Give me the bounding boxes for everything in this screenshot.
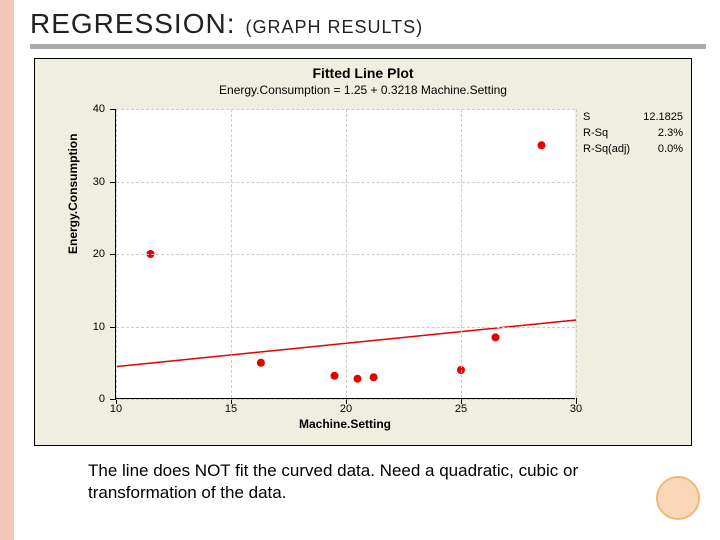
y-tick-label: 30 bbox=[93, 176, 105, 188]
stat-row: R-Sq(adj) 0.0% bbox=[583, 141, 683, 157]
left-accent-bar bbox=[0, 0, 14, 540]
stat-row: R-Sq 2.3% bbox=[583, 125, 683, 141]
grid-vertical bbox=[576, 109, 577, 398]
stat-label: S bbox=[583, 109, 590, 125]
y-tick-label: 40 bbox=[93, 103, 105, 115]
grid-horizontal bbox=[116, 182, 575, 183]
grid-horizontal bbox=[116, 254, 575, 255]
data-point bbox=[354, 375, 362, 383]
title-underline bbox=[30, 44, 706, 49]
data-point bbox=[257, 359, 265, 367]
y-tick bbox=[110, 182, 116, 183]
x-tick-label: 15 bbox=[225, 403, 237, 415]
stat-label: R-Sq bbox=[583, 125, 608, 141]
chart-title: Fitted Line Plot bbox=[35, 65, 691, 81]
stat-row: S 12.1825 bbox=[583, 109, 683, 125]
x-axis-label: Machine.Setting bbox=[115, 417, 575, 431]
grid-horizontal bbox=[116, 399, 575, 400]
y-tick-label: 10 bbox=[93, 321, 105, 333]
decorative-badge bbox=[656, 476, 700, 520]
stat-value: 12.1825 bbox=[643, 109, 683, 125]
x-tick-label: 30 bbox=[570, 403, 582, 415]
data-point bbox=[492, 333, 500, 341]
y-tick bbox=[110, 109, 116, 110]
x-tick-label: 25 bbox=[455, 403, 467, 415]
x-tick-label: 10 bbox=[110, 403, 122, 415]
data-point bbox=[538, 141, 546, 149]
stat-label: R-Sq(adj) bbox=[583, 141, 630, 157]
y-tick-label: 20 bbox=[93, 248, 105, 260]
data-point bbox=[370, 373, 378, 381]
grid-horizontal bbox=[116, 327, 575, 328]
stat-value: 0.0% bbox=[658, 141, 683, 157]
grid-horizontal bbox=[116, 109, 575, 110]
title-sub: (GRAPH RESULTS) bbox=[245, 17, 423, 38]
stats-box: S 12.1825 R-Sq 2.3% R-Sq(adj) 0.0% bbox=[583, 109, 683, 157]
chart-container: Fitted Line Plot Energy.Consumption = 1.… bbox=[34, 58, 692, 446]
plot-area: 1015202530010203040 bbox=[115, 109, 575, 399]
y-axis-label: Energy.Consumption bbox=[66, 134, 80, 254]
data-point bbox=[331, 372, 339, 380]
y-tick bbox=[110, 327, 116, 328]
x-tick-label: 20 bbox=[340, 403, 352, 415]
slide-title: REGRESSION: (GRAPH RESULTS) bbox=[30, 8, 423, 40]
stat-value: 2.3% bbox=[658, 125, 683, 141]
title-main: REGRESSION: bbox=[30, 8, 235, 40]
chart-equation: Energy.Consumption = 1.25 + 0.3218 Machi… bbox=[35, 83, 691, 97]
caption-text: The line does NOT fit the curved data. N… bbox=[88, 460, 608, 504]
y-tick bbox=[110, 254, 116, 255]
y-tick bbox=[110, 399, 116, 400]
y-tick-label: 0 bbox=[99, 393, 105, 405]
